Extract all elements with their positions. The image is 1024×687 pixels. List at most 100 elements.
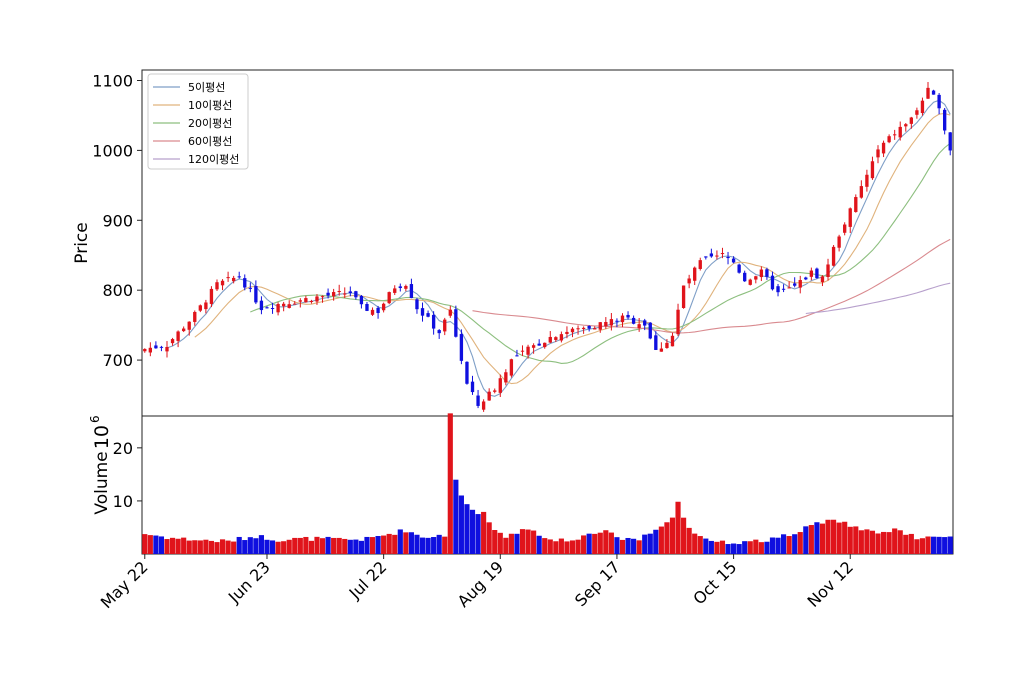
volume-bar: [642, 534, 648, 554]
volume-bar: [653, 529, 659, 554]
volume-bar: [142, 534, 148, 554]
volume-bar: [697, 536, 703, 554]
candle-body: [343, 293, 347, 295]
volume-bar: [442, 536, 448, 554]
candle-body: [731, 258, 736, 263]
volume-bar: [336, 537, 342, 554]
volume-bar: [658, 526, 664, 554]
volume-bar: [764, 541, 770, 554]
volume-bar: [925, 536, 931, 554]
volume-bar: [675, 501, 681, 554]
candle-body: [398, 286, 402, 289]
candle-body: [365, 303, 369, 311]
volume-bar: [664, 522, 670, 554]
volume-y-axis: 10 20: [113, 439, 142, 511]
candle-body: [565, 331, 569, 334]
volume-bar: [475, 514, 481, 554]
x-tick-label: Nov 12: [804, 557, 858, 611]
candle-body: [526, 346, 530, 355]
volume-bar: [936, 536, 942, 554]
legend-item-ma10: 10이평선: [153, 99, 232, 112]
volume-bar: [914, 539, 920, 554]
volume-bars: [142, 413, 953, 554]
volume-bar: [147, 535, 153, 554]
volume-bar: [669, 517, 676, 554]
candle-body: [415, 299, 419, 310]
candle-body: [243, 278, 247, 288]
volume-bar: [681, 517, 687, 554]
x-tick-label: May 22: [97, 557, 152, 612]
volume-bar: [519, 529, 526, 554]
candle-body: [454, 309, 458, 337]
volume-bar: [214, 542, 220, 554]
candle-body: [715, 255, 719, 257]
volume-bar: [364, 536, 370, 554]
volume-bar: [614, 537, 620, 554]
candle-body: [370, 309, 375, 315]
volume-bar: [547, 539, 553, 554]
price-tick-label: 1100: [92, 71, 133, 90]
x-tick-label: Sep 17: [571, 557, 624, 610]
price-tick-label: 700: [102, 351, 133, 370]
price-panel: [141, 69, 954, 417]
candle-body: [248, 287, 252, 289]
volume-bar: [880, 531, 887, 554]
volume-bar: [369, 537, 376, 554]
volume-bar: [542, 538, 548, 554]
legend-label-ma20: 20이평선: [188, 117, 232, 130]
candle-body: [748, 279, 752, 285]
candle-body: [698, 260, 702, 269]
volume-bar: [853, 526, 859, 554]
volume-bar: [308, 540, 314, 554]
candle-body: [765, 269, 769, 277]
candle-body: [876, 149, 880, 158]
legend-item-ma60: 60이평선: [153, 135, 232, 148]
volume-bar: [192, 540, 198, 554]
candle-body: [554, 337, 558, 340]
candle-body: [281, 303, 286, 307]
volume-bar: [836, 522, 842, 554]
volume-bar: [597, 532, 603, 554]
candle-body: [804, 277, 808, 280]
candle-body: [209, 288, 214, 304]
volume-bar: [792, 534, 798, 554]
x-tick-label: Aug 19: [454, 557, 508, 611]
volume-bar: [164, 539, 170, 554]
volume-bar: [531, 530, 537, 554]
candle-body: [293, 303, 297, 305]
volume-bar: [558, 538, 564, 554]
candle-body: [631, 317, 636, 324]
volume-bar: [414, 534, 420, 554]
candle-body: [537, 343, 541, 346]
volume-bar: [331, 537, 337, 554]
volume-bar: [581, 535, 587, 554]
volume-bar: [386, 533, 392, 554]
candle-body: [781, 288, 786, 290]
volume-bar: [303, 536, 309, 554]
volume-bar: [603, 530, 609, 554]
candle-body: [709, 253, 714, 257]
candle-body: [459, 334, 464, 361]
candle-body: [354, 291, 358, 298]
volume-bar: [692, 533, 698, 554]
candle-body: [615, 320, 619, 322]
volume-bar: [508, 533, 514, 554]
ma-line-10: [194, 112, 951, 385]
x-tick-label: Jun 23: [224, 557, 274, 607]
candle-body: [298, 300, 302, 302]
candle-body: [854, 197, 858, 212]
candle-body: [704, 256, 708, 258]
candle-body: [443, 319, 447, 332]
volume-bar: [181, 537, 187, 554]
volume-bar: [631, 538, 637, 554]
volume-bar: [842, 521, 848, 554]
volume-tick-label: 20: [113, 439, 133, 458]
volume-bar: [186, 540, 192, 554]
volume-bar: [647, 533, 653, 554]
volume-bar: [592, 533, 598, 554]
candle-body: [887, 136, 891, 143]
candle-body: [204, 302, 208, 310]
volume-tick-label: 10: [113, 492, 133, 511]
candle-body: [881, 142, 886, 154]
candle-body: [687, 278, 691, 284]
